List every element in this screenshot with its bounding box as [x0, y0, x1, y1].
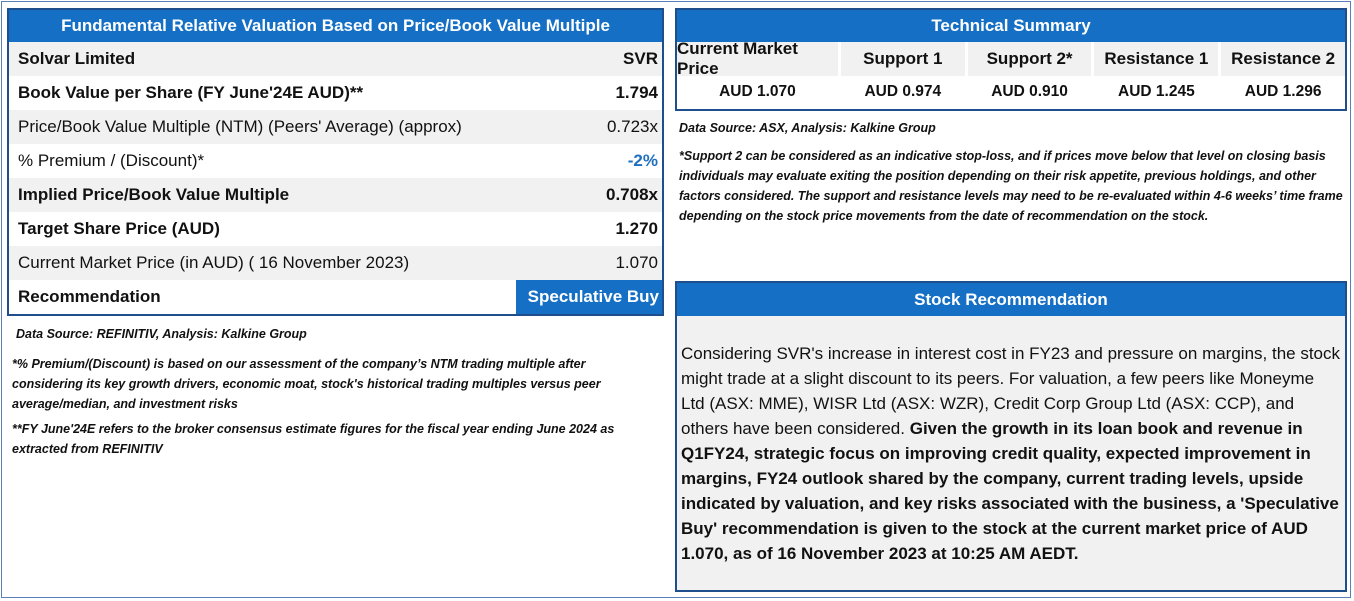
row-label: Target Share Price (AUD) — [18, 219, 220, 238]
technical-title: Technical Summary — [677, 10, 1345, 42]
row-value: 1.270 — [615, 219, 658, 238]
row-value: 1.794 — [615, 83, 658, 102]
tech-value: AUD 1.070 — [719, 83, 796, 100]
tech-col-cmp: Current Market Price AUD 1.070 — [677, 39, 838, 108]
tech-col-support2: Support 2* AUD 0.910 — [967, 42, 1092, 108]
tech-note: *Support 2 can be considered as an indic… — [679, 149, 1343, 223]
tech-col-resistance1: Resistance 1 AUD 1.245 — [1094, 42, 1219, 108]
row-value: 0.723x — [606, 117, 658, 136]
recommendation-title: Stock Recommendation — [677, 283, 1345, 316]
technical-grid: Current Market Price AUD 1.070 Support 1… — [677, 39, 1346, 108]
row-label: Price/Book Value Multiple (NTM) (Peers' … — [18, 117, 462, 136]
recommendation-text-plain: Considering SVR's increase in interest c… — [681, 344, 1341, 438]
tech-header: Support 1 — [840, 42, 965, 76]
table-row: Book Value per Share (FY June'24E AUD)**… — [9, 76, 662, 110]
tech-value: AUD 0.910 — [991, 83, 1068, 100]
technical-summary: Technical Summary Current Market Price A… — [675, 8, 1347, 111]
tech-header: Support 2* — [967, 42, 1092, 76]
tech-header: Resistance 2 — [1221, 42, 1346, 76]
company-row: Solvar Limited SVR — [9, 42, 662, 76]
tech-col-resistance2: Resistance 2 AUD 1.296 — [1221, 42, 1346, 108]
recommendation-text: Considering SVR's increase in interest c… — [677, 316, 1345, 566]
recommendation-badge: Speculative Buy — [516, 280, 662, 314]
valuation-table: Fundamental Relative Valuation Based on … — [7, 8, 664, 316]
row-value: 1.070 — [615, 253, 658, 272]
tech-source: Data Source: ASX, Analysis: Kalkine Grou… — [679, 121, 936, 135]
company-name: Solvar Limited — [18, 49, 136, 68]
tech-header: Resistance 1 — [1094, 42, 1219, 76]
table-row: Target Share Price (AUD) 1.270 — [9, 212, 662, 246]
recommendation-text-bold: Given the growth in its loan book and re… — [681, 419, 1339, 563]
valuation-title: Fundamental Relative Valuation Based on … — [9, 10, 662, 42]
tech-value: AUD 1.296 — [1244, 83, 1322, 100]
table-row: Price/Book Value Multiple (NTM) (Peers' … — [9, 110, 662, 144]
tech-col-support1: Support 1 AUD 0.974 — [840, 42, 965, 108]
left-note-premium: *% Premium/(Discount) is based on our as… — [12, 357, 601, 411]
table-row: Current Market Price (in AUD) ( 16 Novem… — [9, 246, 662, 280]
table-row: % Premium / (Discount)* -2% — [9, 144, 662, 178]
row-label: Book Value per Share (FY June'24E AUD)** — [18, 83, 364, 102]
table-row: Implied Price/Book Value Multiple 0.708x — [9, 178, 662, 212]
row-label: Current Market Price (in AUD) ( 16 Novem… — [18, 253, 410, 272]
recommendation-row: Recommendation Speculative Buy — [9, 280, 662, 314]
tech-header: Current Market Price — [677, 39, 838, 78]
tech-value: AUD 0.974 — [864, 83, 942, 100]
row-label: Implied Price/Book Value Multiple — [18, 185, 290, 204]
tech-value: AUD 1.245 — [1118, 83, 1195, 100]
row-value: 0.708x — [606, 185, 658, 204]
ticker: SVR — [623, 49, 658, 68]
left-note-fy: **FY June'24E refers to the broker conse… — [12, 422, 615, 456]
recommendation-label: Recommendation — [18, 287, 161, 306]
stock-recommendation: Stock Recommendation Considering SVR's i… — [675, 281, 1347, 592]
row-label: % Premium / (Discount)* — [18, 151, 205, 170]
row-value: -2% — [627, 151, 658, 170]
left-source: Data Source: REFINITIV, Analysis: Kalkin… — [16, 327, 307, 341]
